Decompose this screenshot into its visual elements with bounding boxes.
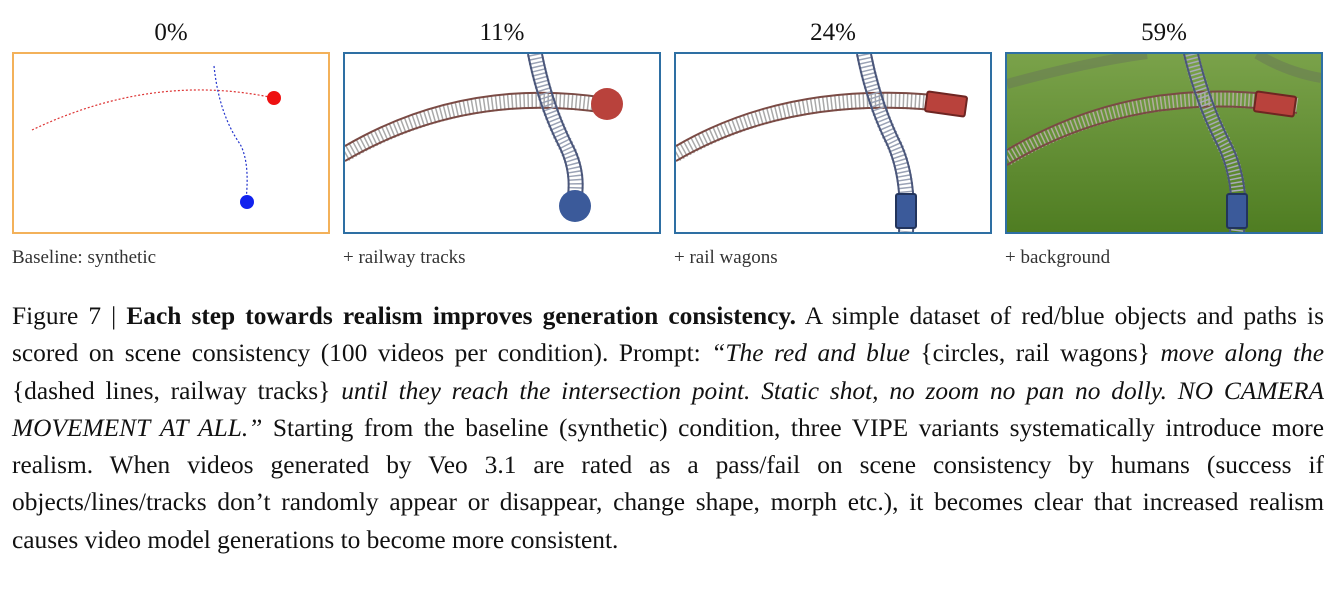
condition-label: + rail wagons: [674, 247, 778, 268]
prompt-text: until they reach the intersection point.…: [12, 376, 1324, 442]
blue-dashed-line: [213, 65, 248, 201]
prompt-text: “The red and blue: [711, 339, 921, 368]
red-dashed-line: [31, 89, 275, 131]
background-image: [1005, 52, 1323, 234]
red-wagon: [1253, 90, 1297, 118]
condition-label: + railway tracks: [343, 247, 466, 268]
consistency-percent: 59%: [1141, 19, 1187, 46]
caption-title: Each step towards realism improves gener…: [126, 302, 796, 330]
condition-label: Baseline: synthetic: [12, 247, 157, 268]
rail-wagons-image: [674, 52, 992, 234]
prompt-text: move along the: [1149, 339, 1325, 368]
caption-text: A simple dataset of red/blue objects and…: [12, 302, 1324, 368]
red-circle: [267, 91, 281, 105]
panel-rail-wagons: 24%: [674, 14, 992, 234]
railway-tracks-image: [343, 52, 661, 234]
caption-text: Starting from the baseline (synthetic) c…: [12, 413, 1324, 554]
consistency-percent: 0%: [154, 19, 188, 46]
consistency-percent: 11%: [479, 19, 525, 46]
blue-circle: [559, 190, 591, 222]
consistency-percent: 24%: [810, 19, 856, 46]
prompt-brace: {circles, rail wagons}: [920, 339, 1150, 368]
blue-wagon: [1226, 193, 1248, 229]
panel-background: 59%: [1005, 14, 1323, 234]
blue-circle: [240, 195, 254, 209]
red-circle: [591, 88, 623, 120]
blue-wagon: [895, 193, 917, 229]
prompt-brace: {dashed lines, railway tracks}: [12, 376, 331, 405]
panel-baseline: 0%: [12, 14, 330, 234]
figure-caption: Figure 7 | Each step towards realism imp…: [12, 298, 1324, 559]
figure-label: Figure 7 |: [12, 302, 127, 330]
red-wagon: [924, 90, 968, 118]
condition-label: + background: [1005, 247, 1111, 268]
baseline-image: [12, 52, 330, 234]
panel-railway-tracks: 11%: [343, 14, 661, 234]
